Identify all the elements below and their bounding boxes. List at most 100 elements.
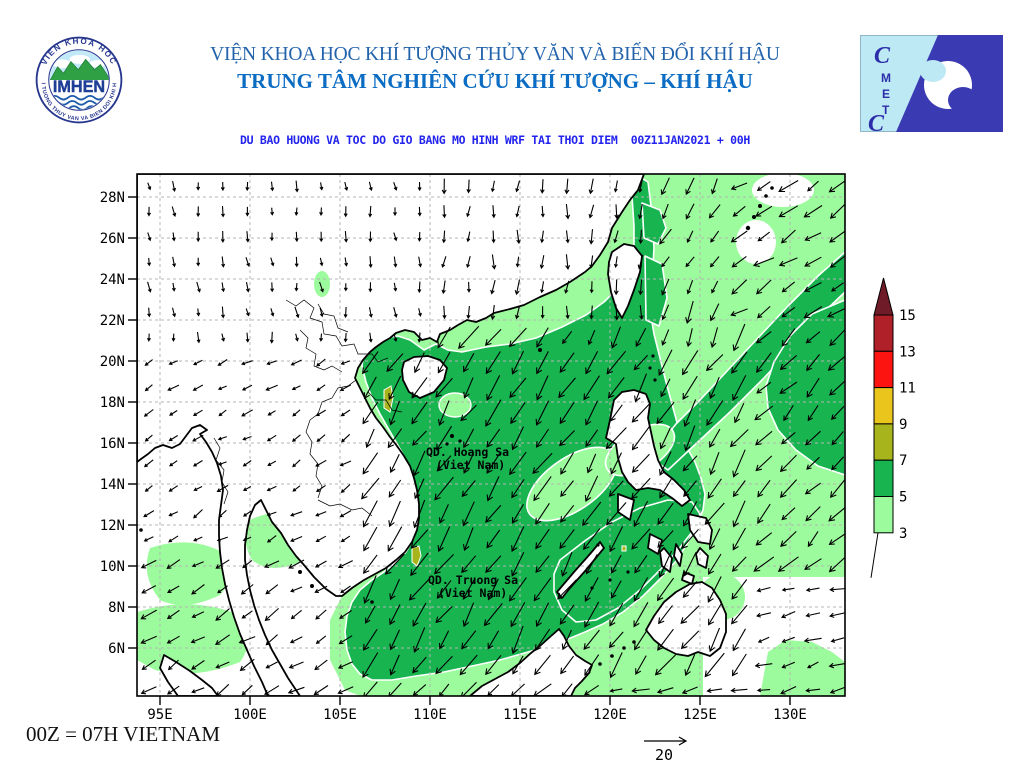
wind-arrow	[289, 636, 303, 644]
wind-arrow	[781, 306, 796, 318]
wind-arrow	[241, 360, 253, 366]
wind-arrow	[393, 182, 398, 191]
wind-arrow	[780, 229, 796, 244]
wind-arrow	[829, 255, 845, 268]
legend-tail	[870, 532, 879, 578]
wind-arrow	[634, 554, 648, 574]
wind-arrow	[343, 206, 348, 218]
wind-arrow	[270, 257, 275, 267]
wind-arrow	[631, 426, 650, 451]
wind-arrow	[217, 436, 227, 441]
wind-arrow	[778, 205, 799, 218]
wind-arrow	[144, 359, 153, 366]
wind-arrow	[169, 460, 178, 467]
island-label: (Viet Nam)	[436, 458, 505, 472]
legend-tick-label: 3	[899, 526, 907, 542]
wind-arrow	[441, 230, 447, 244]
wind-arrow	[245, 181, 250, 192]
wind-arrow	[614, 304, 620, 321]
wind-arrow	[191, 561, 204, 568]
lon-tick-label: 130E	[773, 707, 807, 723]
wind-arrow	[533, 476, 552, 502]
wind-arrow	[315, 459, 327, 467]
wind-arrow	[417, 231, 422, 242]
wind-arrow	[730, 230, 748, 243]
wind-arrow	[535, 555, 550, 574]
wind-arrow	[680, 605, 700, 624]
wind-arrow	[417, 206, 422, 217]
wind-arrow	[437, 326, 451, 349]
wind-arrow	[292, 409, 301, 417]
wind-arrow	[807, 180, 819, 192]
wind-arrow	[242, 510, 252, 517]
wind-arrow	[485, 351, 501, 375]
wind-arrow	[486, 476, 500, 502]
wind-arrow	[710, 327, 719, 349]
wind-arrow	[144, 434, 153, 442]
wind-arrow	[828, 180, 845, 193]
wind-arrow	[388, 500, 401, 528]
wind-arrow	[657, 530, 674, 548]
wind-arrow	[344, 231, 348, 243]
wind-arrow	[511, 426, 524, 451]
wind-arrow	[266, 511, 277, 517]
wind-arrow	[804, 482, 822, 495]
lat-tick-label: 6N	[108, 641, 125, 657]
wind-arrow	[242, 559, 253, 569]
wind-arrow	[511, 526, 525, 553]
wind-arrow	[339, 510, 352, 518]
legend-tick-label: 13	[899, 344, 916, 360]
wind-arrow	[290, 359, 302, 366]
wind-arrow	[586, 453, 597, 474]
wind-arrow	[292, 485, 301, 492]
wind-arrow	[215, 661, 230, 669]
wind-arrow	[221, 256, 226, 268]
wind-arrow	[442, 305, 447, 320]
wind-arrow	[614, 204, 619, 220]
wind-arrow	[166, 609, 180, 620]
wind-arrow	[559, 401, 575, 425]
wind-arrow	[196, 308, 201, 317]
wind-arrow	[368, 205, 373, 218]
axes: 28N 26N 24N 22N 20N 18N 16N 14N 12N 10N 8N 6N 95E 100…	[100, 190, 807, 723]
header-titles: VIỆN KHOA HỌC KHÍ TƯỢNG THỦY VĂN VÀ BIẾN…	[140, 44, 850, 94]
wind-arrow	[637, 254, 644, 270]
wind-arrow	[558, 377, 576, 399]
land-polygon	[618, 494, 634, 520]
island-label: (Viet Nam)	[438, 586, 507, 600]
wind-arrow	[417, 332, 422, 343]
wind-arrow	[706, 688, 723, 694]
wind-arrow	[731, 255, 747, 268]
wind-arrow	[192, 409, 203, 416]
wind-arrow	[511, 350, 524, 375]
wind-arrow	[731, 351, 748, 374]
wind-arrow	[731, 579, 748, 600]
wind-arrow	[605, 427, 627, 450]
island-dot	[370, 600, 374, 604]
wind-arrow	[167, 384, 180, 391]
wind-arrow	[463, 352, 475, 373]
lon-tick-label: 100E	[233, 707, 267, 723]
wind-arrow	[686, 328, 693, 348]
wind-arrow	[221, 282, 226, 293]
wind-arrow	[515, 180, 521, 193]
wind-arrow	[559, 529, 575, 550]
wind-arrow	[171, 333, 176, 342]
wind-arrow	[441, 256, 447, 268]
wind-arrow	[829, 686, 845, 694]
wind-arrow	[828, 556, 845, 573]
wind-arrow	[779, 381, 798, 394]
wind-arrow	[461, 555, 477, 574]
wind-arrow	[435, 606, 453, 624]
cmetc-letter-c-top: C	[874, 43, 891, 69]
coastline	[695, 547, 709, 569]
wind-arrow	[434, 476, 454, 501]
wind-arrow	[340, 360, 351, 366]
wind-arrow	[639, 305, 644, 320]
wind-arrow	[140, 686, 157, 695]
wind-arrow	[389, 629, 400, 651]
wind-arrow	[418, 308, 422, 317]
wind-arrow	[363, 554, 378, 574]
wind-arrow	[807, 404, 819, 422]
wind-arrow	[781, 636, 795, 644]
